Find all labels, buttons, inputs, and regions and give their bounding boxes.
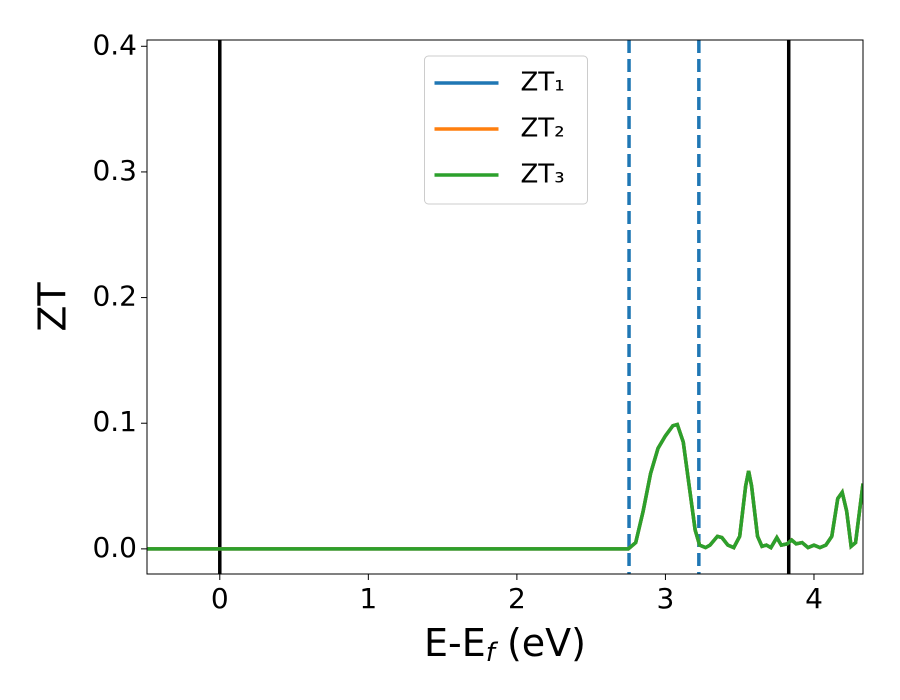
x-label-part: (eV) — [495, 621, 586, 665]
y-tick-label: 0.1 — [92, 405, 137, 438]
x-axis-label: E-Ef (eV) — [424, 621, 586, 668]
plot-frame — [146, 39, 864, 575]
legend-label: ZT₁ — [521, 68, 565, 98]
y-tick-label: 0.0 — [92, 531, 137, 564]
legend-label: ZT₂ — [521, 114, 565, 144]
y-tick-label: 0.3 — [92, 154, 137, 187]
x-tick-label: 3 — [657, 582, 675, 615]
y-axis-label: ZT — [31, 282, 75, 332]
y-tick-label: 0.4 — [92, 28, 137, 61]
x-tick-label: 1 — [359, 582, 377, 615]
x-label-part: E-E — [424, 621, 486, 665]
x-tick-label: 0 — [211, 582, 229, 615]
x-tick-label: 2 — [508, 582, 526, 615]
x-tick-label: 4 — [805, 582, 823, 615]
series-line — [147, 422, 863, 551]
legend-box — [424, 55, 588, 205]
y-tick-label: 0.2 — [92, 280, 137, 313]
legend-label: ZT₃ — [521, 160, 565, 190]
